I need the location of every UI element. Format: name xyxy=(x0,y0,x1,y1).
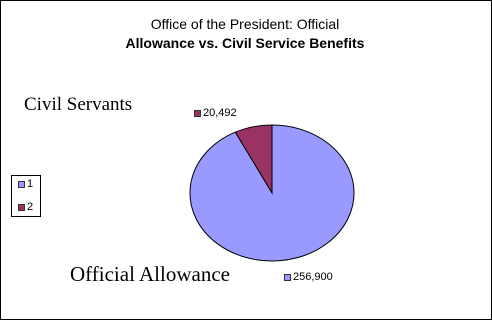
category-label-official-allowance: Official Allowance xyxy=(70,262,230,286)
legend-label-2: 2 xyxy=(27,201,34,213)
data-label-swatch-civil xyxy=(194,109,201,117)
legend-item-1: 1 xyxy=(18,178,33,190)
data-label-official-allowance: 256,900 xyxy=(284,271,333,283)
legend-swatch-1 xyxy=(18,180,25,188)
category-label-civil-servants: Civil Servants xyxy=(24,94,133,115)
legend-swatch-2 xyxy=(18,203,25,211)
data-label-value-civil: 20,492 xyxy=(203,107,237,119)
data-label-swatch-official xyxy=(284,273,291,281)
chart-bottom-border xyxy=(0,319,492,326)
pie-slice-official-allowance xyxy=(189,124,355,262)
legend-item-2: 2 xyxy=(18,201,33,213)
chart-title: Office of the President: Official xyxy=(150,16,340,32)
data-label-value-official: 256,900 xyxy=(293,271,333,283)
legend: 1 2 xyxy=(11,175,41,217)
data-label-civil-servants: 20,492 xyxy=(194,107,237,119)
legend-label-1: 1 xyxy=(27,178,34,190)
chart-subtitle: Allowance vs. Civil Service Benefits xyxy=(125,35,365,51)
